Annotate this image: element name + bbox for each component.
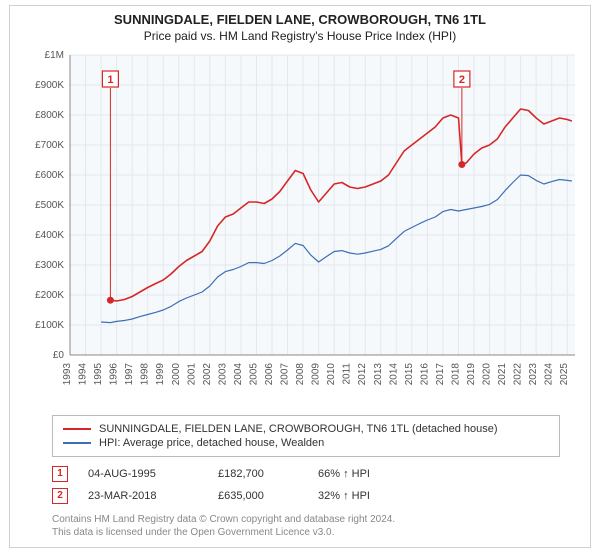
svg-text:2025: 2025 [559,363,570,386]
svg-text:£800K: £800K [35,110,64,121]
svg-text:2021: 2021 [497,363,508,386]
event-price: £635,000 [218,490,298,502]
legend-item: HPI: Average price, detached house, Weal… [63,436,549,450]
svg-text:£300K: £300K [35,260,64,271]
svg-text:2018: 2018 [450,363,461,386]
legend-label: HPI: Average price, detached house, Weal… [99,437,324,449]
event-date: 23-MAR-2018 [88,490,198,502]
svg-text:2001: 2001 [186,363,197,386]
event-marker: 2 [52,488,68,504]
svg-text:1997: 1997 [124,363,135,386]
legend-item: SUNNINGDALE, FIELDEN LANE, CROWBOROUGH, … [63,422,549,436]
title-block: SUNNINGDALE, FIELDEN LANE, CROWBOROUGH, … [10,6,590,45]
svg-text:1995: 1995 [93,363,104,386]
svg-text:2009: 2009 [311,363,322,386]
svg-text:2011: 2011 [342,363,353,385]
svg-text:2006: 2006 [264,363,275,386]
svg-text:2020: 2020 [482,363,493,386]
chart-subtitle: Price paid vs. HM Land Registry's House … [10,29,590,43]
svg-text:2024: 2024 [544,363,555,386]
svg-text:2014: 2014 [388,363,399,386]
svg-text:£400K: £400K [35,230,64,241]
svg-text:£1M: £1M [45,50,64,61]
svg-text:2016: 2016 [419,363,430,386]
svg-text:1999: 1999 [155,363,166,386]
footer-line-1: Contains HM Land Registry data © Crown c… [52,513,560,526]
svg-text:2023: 2023 [528,363,539,386]
svg-text:£600K: £600K [35,170,64,181]
event-price: £182,700 [218,468,298,480]
svg-text:1994: 1994 [78,363,89,386]
svg-text:2022: 2022 [513,363,524,386]
chart-area: £0 £100K £200K £300K £400K £500K £600K £700K £80… [20,45,580,405]
footer-line-2: This data is licensed under the Open Gov… [52,526,560,539]
svg-text:£0: £0 [53,350,65,361]
svg-text:£500K: £500K [35,200,64,211]
event-pct: 66% ↑ HPI [318,468,408,480]
legend-swatch [63,428,91,430]
svg-text:2003: 2003 [217,363,228,386]
legend: SUNNINGDALE, FIELDEN LANE, CROWBOROUGH, … [52,415,560,457]
svg-text:£200K: £200K [35,290,64,301]
svg-text:2015: 2015 [404,363,415,386]
event-row: 2 23-MAR-2018 £635,000 32% ↑ HPI [52,485,560,507]
svg-text:2017: 2017 [435,363,446,386]
chart-title: SUNNINGDALE, FIELDEN LANE, CROWBOROUGH, … [10,12,590,27]
event-row: 1 04-AUG-1995 £182,700 66% ↑ HPI [52,463,560,485]
svg-text:2007: 2007 [280,363,291,386]
svg-text:2002: 2002 [202,363,213,386]
event-marker: 1 [52,466,68,482]
svg-text:2005: 2005 [248,363,259,386]
svg-text:2004: 2004 [233,363,244,386]
svg-text:2008: 2008 [295,363,306,386]
svg-text:1998: 1998 [140,363,151,386]
event-pct: 32% ↑ HPI [318,490,408,502]
event-date: 04-AUG-1995 [88,468,198,480]
svg-text:£700K: £700K [35,140,64,151]
footer-attribution: Contains HM Land Registry data © Crown c… [52,513,560,539]
event-list: 1 04-AUG-1995 £182,700 66% ↑ HPI 2 23-MAR-201… [52,463,560,507]
svg-text:1993: 1993 [62,363,73,386]
svg-text:£100K: £100K [35,320,64,331]
svg-text:£900K: £900K [35,80,64,91]
svg-text:2000: 2000 [171,363,182,386]
svg-text:2019: 2019 [466,363,477,386]
svg-text:1: 1 [107,74,113,86]
svg-text:2: 2 [459,74,465,86]
legend-swatch [63,442,91,444]
chart-card: SUNNINGDALE, FIELDEN LANE, CROWBOROUGH, … [9,5,591,548]
svg-text:2012: 2012 [357,363,368,386]
legend-label: SUNNINGDALE, FIELDEN LANE, CROWBOROUGH, … [99,423,498,435]
svg-text:2013: 2013 [373,363,384,386]
chart-svg: £0 £100K £200K £300K £400K £500K £600K £700K £80… [20,45,580,405]
svg-text:2010: 2010 [326,363,337,386]
svg-text:1996: 1996 [109,363,120,386]
